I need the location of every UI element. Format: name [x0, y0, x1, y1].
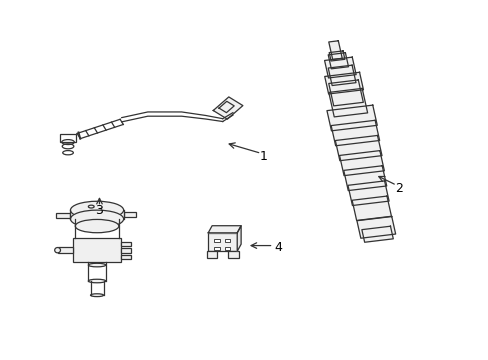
Bar: [121, 242, 130, 246]
FancyBboxPatch shape: [123, 212, 136, 217]
Polygon shape: [326, 105, 377, 131]
Bar: [214, 239, 220, 242]
Polygon shape: [361, 226, 392, 242]
Text: 4: 4: [274, 241, 282, 254]
Polygon shape: [324, 57, 355, 78]
Ellipse shape: [55, 248, 61, 253]
Polygon shape: [327, 53, 348, 69]
Polygon shape: [324, 72, 363, 94]
Bar: [58, 247, 73, 253]
Polygon shape: [339, 150, 384, 176]
Polygon shape: [213, 97, 243, 119]
Polygon shape: [351, 196, 391, 220]
Text: 3: 3: [95, 204, 103, 217]
Ellipse shape: [70, 210, 123, 228]
Ellipse shape: [90, 294, 103, 297]
Ellipse shape: [70, 201, 123, 219]
Bar: [121, 255, 130, 259]
Bar: [214, 247, 220, 250]
Text: 2: 2: [394, 183, 402, 195]
Polygon shape: [356, 217, 395, 238]
Polygon shape: [328, 51, 344, 61]
Polygon shape: [327, 65, 355, 86]
Polygon shape: [237, 226, 241, 251]
Ellipse shape: [75, 220, 119, 233]
Bar: [121, 248, 130, 253]
Bar: [206, 251, 217, 258]
Polygon shape: [330, 120, 379, 146]
Polygon shape: [343, 166, 386, 190]
Polygon shape: [328, 80, 363, 106]
Ellipse shape: [88, 205, 94, 208]
Bar: [208, 233, 237, 251]
Polygon shape: [208, 226, 241, 233]
Bar: [73, 238, 121, 261]
Text: 1: 1: [259, 150, 267, 163]
Polygon shape: [335, 135, 381, 161]
Bar: [224, 239, 230, 242]
Ellipse shape: [329, 44, 338, 46]
Bar: [60, 134, 76, 142]
FancyBboxPatch shape: [56, 213, 70, 218]
Polygon shape: [328, 89, 367, 117]
Ellipse shape: [88, 279, 105, 283]
Ellipse shape: [88, 263, 105, 267]
Bar: [224, 247, 230, 250]
Polygon shape: [328, 41, 342, 59]
Bar: [227, 251, 238, 258]
Polygon shape: [347, 181, 388, 206]
